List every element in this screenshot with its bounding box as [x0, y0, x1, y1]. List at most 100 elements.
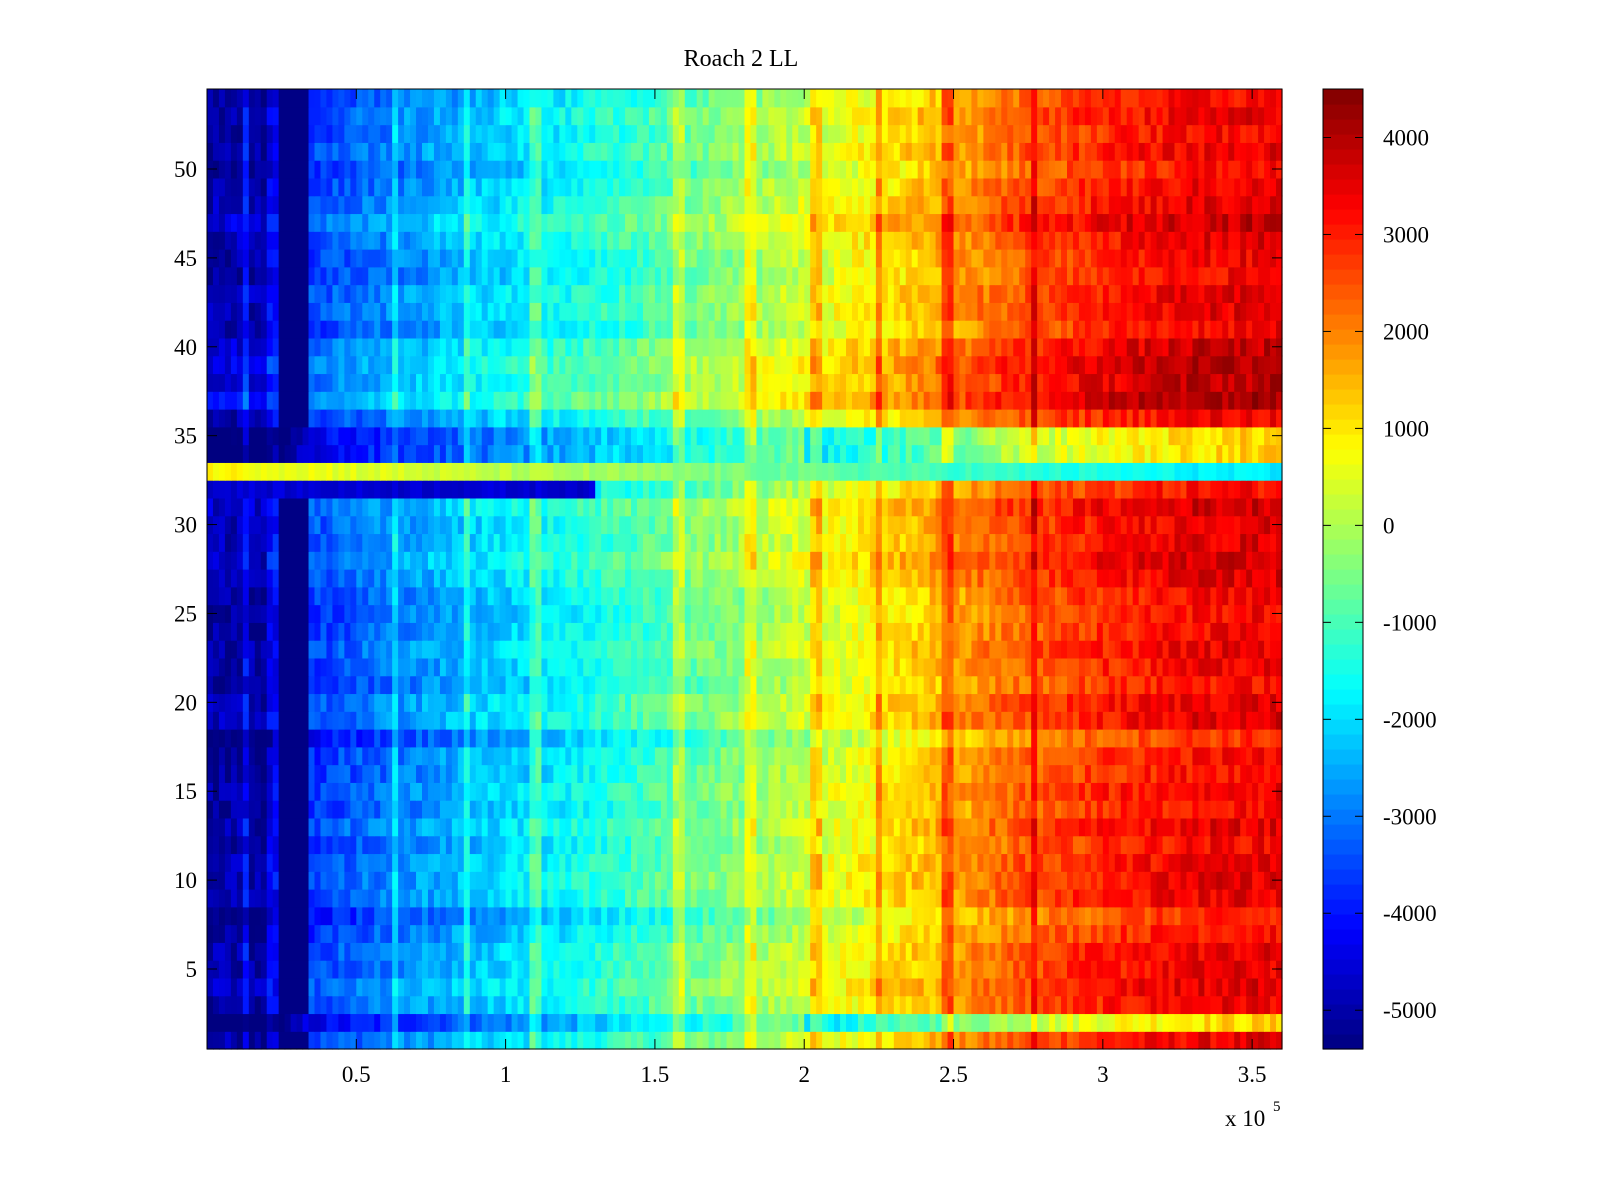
heatmap-cell: [935, 729, 943, 748]
heatmap-cell: [1102, 604, 1110, 623]
heatmap-cell: [523, 924, 531, 943]
heatmap-cell: [684, 1031, 692, 1050]
heatmap-cell: [929, 569, 937, 588]
heatmap-cell: [696, 889, 704, 908]
heatmap-cell: [1156, 1031, 1164, 1050]
heatmap-cell: [457, 764, 465, 783]
heatmap-cell: [714, 640, 722, 659]
heatmap-cell: [768, 657, 775, 677]
heatmap-cell: [410, 711, 417, 730]
heatmap-cell: [1264, 675, 1271, 695]
heatmap-cell: [989, 1013, 996, 1032]
heatmap-cell: [702, 711, 710, 730]
heatmap-cell: [266, 711, 274, 730]
heatmap-cell: [410, 871, 417, 890]
heatmap-cell: [1246, 800, 1253, 819]
heatmap-cell: [1210, 764, 1217, 783]
heatmap-cell: [1180, 693, 1188, 712]
heatmap-cell: [1084, 782, 1092, 801]
heatmap-cell: [642, 693, 650, 712]
heatmap-cell: [1067, 995, 1074, 1015]
heatmap-cell: [857, 746, 865, 766]
heatmap-cell: [846, 800, 853, 819]
heatmap-cell: [786, 622, 793, 641]
heatmap-cell: [792, 942, 799, 961]
heatmap-cell: [344, 817, 351, 837]
heatmap-cell: [207, 942, 214, 961]
heatmap-cell: [840, 675, 847, 695]
heatmap-cell: [1072, 871, 1080, 890]
heatmap-cell: [619, 551, 626, 570]
heatmap-cell: [445, 853, 453, 872]
heatmap-cell: [487, 995, 495, 1015]
heatmap-cell: [433, 1013, 441, 1032]
heatmap-cell: [386, 1013, 393, 1032]
heatmap-cell: [1055, 604, 1062, 623]
heatmap-cell: [207, 586, 214, 606]
heatmap-cell: [398, 604, 405, 623]
heatmap-cell: [714, 995, 722, 1015]
heatmap-cell: [469, 746, 477, 766]
heatmap-cell: [1210, 995, 1217, 1015]
heatmap-cell: [404, 675, 411, 695]
heatmap-cell: [1198, 711, 1205, 730]
heatmap-cell: [756, 1031, 764, 1050]
heatmap-cell: [726, 586, 734, 606]
heatmap-cell: [386, 640, 393, 659]
heatmap-cell: [571, 924, 578, 943]
heatmap-cell: [1049, 782, 1056, 801]
heatmap-cell: [935, 657, 943, 677]
heatmap-cell: [750, 853, 758, 872]
heatmap-cell: [887, 906, 895, 926]
heatmap-cell: [852, 889, 859, 908]
heatmap-cell: [601, 871, 608, 890]
heatmap-cell: [607, 817, 614, 837]
heatmap-cell: [637, 693, 644, 712]
heatmap-cell: [983, 800, 990, 819]
heatmap-cell: [1013, 729, 1020, 748]
heatmap-cell: [1126, 1013, 1134, 1032]
heatmap-cell: [230, 764, 238, 783]
heatmap-cell: [1078, 622, 1086, 641]
heatmap-cell: [398, 586, 405, 606]
heatmap-cell: [1228, 871, 1235, 890]
heatmap-cell: [374, 604, 381, 623]
heatmap-cell: [631, 924, 638, 943]
heatmap-cell: [302, 729, 310, 748]
heatmap-cell: [1180, 853, 1188, 872]
heatmap-cell: [714, 675, 722, 695]
heatmap-cell: [1234, 924, 1241, 943]
heatmap-cell: [708, 977, 716, 997]
heatmap-cell: [840, 569, 847, 588]
heatmap-cell: [1276, 924, 1283, 943]
heatmap-cell: [314, 906, 322, 926]
heatmap-cell: [565, 569, 572, 588]
heatmap-cell: [356, 924, 363, 943]
heatmap-cell: [899, 764, 907, 783]
heatmap-cell: [666, 924, 674, 943]
heatmap-cell: [929, 782, 937, 801]
heatmap-cell: [1162, 800, 1170, 819]
heatmap-cell: [1180, 995, 1188, 1015]
heatmap-cell: [266, 835, 274, 855]
heatmap-cell: [822, 586, 829, 606]
heatmap-cell: [899, 569, 907, 588]
heatmap-cell: [1258, 942, 1265, 961]
heatmap-cell: [642, 817, 650, 837]
heatmap-cell: [344, 729, 351, 748]
heatmap-cell: [1013, 622, 1020, 641]
heatmap-cell: [266, 995, 274, 1015]
heatmap-cell: [523, 995, 531, 1015]
heatmap-cell: [857, 977, 865, 997]
heatmap-cell: [595, 835, 602, 855]
heatmap-cell: [863, 693, 871, 712]
heatmap-cell: [816, 640, 823, 659]
heatmap-cell: [481, 906, 489, 926]
heatmap-cell: [565, 729, 572, 748]
heatmap-cell: [852, 640, 859, 659]
heatmap-cell: [362, 711, 369, 730]
heatmap-cell: [272, 622, 280, 641]
heatmap-cell: [583, 960, 590, 979]
heatmap-cell: [583, 906, 590, 926]
heatmap-cell: [828, 1031, 835, 1050]
